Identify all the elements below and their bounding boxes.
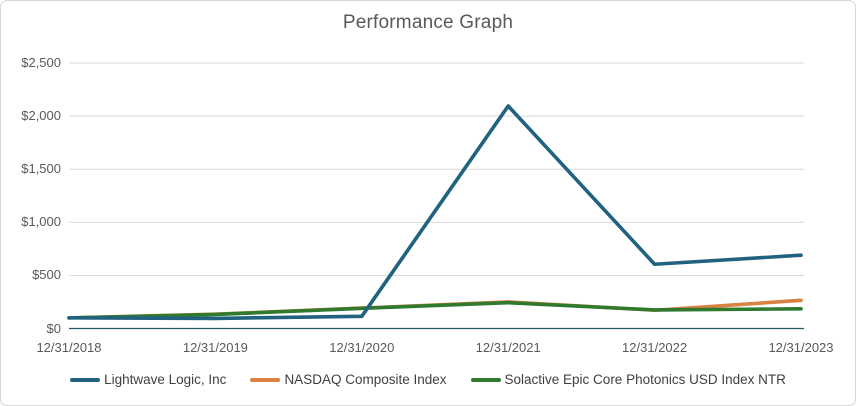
x-axis-tick-label: 12/31/2021 (475, 340, 541, 355)
series-line-2 (67, 300, 803, 320)
chart-legend: Lightwave Logic, Inc NASDAQ Composite Ind… (1, 372, 855, 387)
y-axis-tick-label: $1,500 (21, 161, 61, 177)
y-axis-tick-label: $2,000 (21, 108, 61, 124)
legend-label: Lightwave Logic, Inc (104, 372, 227, 387)
series-line-0 (67, 104, 803, 321)
y-axis-tick-label: $500 (32, 267, 61, 283)
y-axis-tick-label: $2,500 (21, 55, 61, 70)
legend-color-swatch (250, 377, 281, 382)
x-axis-tick-label: 12/31/2019 (182, 340, 248, 355)
legend-label: Solactive Epic Core Photonics USD Index … (504, 372, 786, 387)
legend-item: NASDAQ Composite Index (250, 372, 447, 387)
chart-title: Performance Graph (342, 12, 514, 33)
x-axis-tick-label: 12/31/2020 (329, 340, 395, 355)
x-axis-tick-label: 12/31/2023 (768, 340, 834, 355)
y-axis-tick-label: $1,000 (21, 214, 61, 230)
legend-item: Lightwave Logic, Inc (70, 372, 226, 387)
x-axis-tick-label: 12/31/2018 (36, 340, 102, 355)
legend-color-swatch (70, 377, 101, 382)
legend-label: NASDAQ Composite Index (284, 372, 447, 387)
legend-color-swatch (470, 377, 501, 382)
legend-item: Solactive Epic Core Photonics USD Index … (470, 372, 786, 387)
y-axis-tick-label: $0 (46, 320, 61, 336)
x-axis-tick-label: 12/31/2022 (622, 340, 688, 355)
